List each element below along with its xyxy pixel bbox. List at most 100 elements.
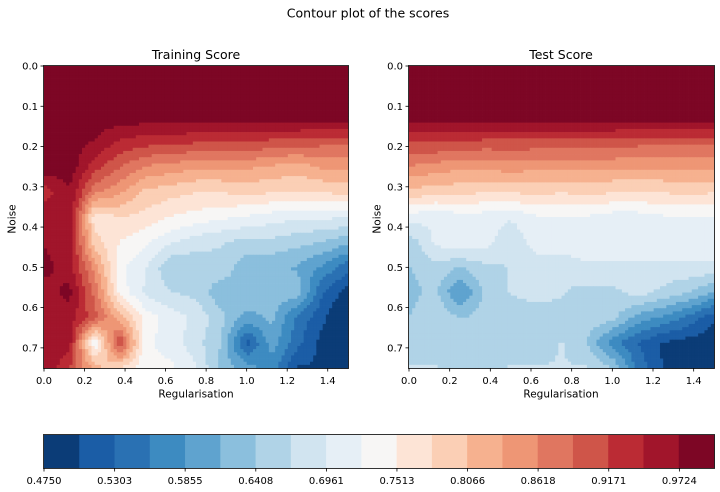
contour-cell [196, 214, 200, 218]
contour-cell [152, 217, 156, 221]
contour-cell [307, 82, 311, 86]
contour-cell [345, 223, 349, 227]
contour-cell [158, 145, 162, 149]
contour-cell [310, 186, 314, 190]
contour-cell [142, 85, 146, 89]
contour-cell [180, 116, 184, 120]
contour-cell [177, 201, 181, 205]
contour-cell [221, 79, 225, 83]
contour-cell [278, 189, 282, 193]
contour-cell [164, 226, 168, 230]
contour-cell [114, 226, 118, 230]
contour-cell [320, 192, 324, 196]
contour-cell [247, 132, 251, 136]
contour-cell [247, 170, 251, 174]
contour-cell [202, 66, 206, 70]
contour-cell [168, 101, 172, 105]
contour-cell [47, 97, 51, 101]
contour-cell [111, 145, 115, 149]
contour-cell [158, 220, 162, 224]
contour-cell [155, 157, 159, 161]
contour-cell [187, 151, 191, 155]
contour-cell [136, 204, 140, 208]
contour-cell [193, 79, 197, 83]
contour-cell [92, 145, 96, 149]
contour-cell [164, 176, 168, 180]
contour-cell [76, 148, 80, 152]
contour-cell [76, 226, 80, 230]
contour-cell [259, 132, 263, 136]
contour-cell [69, 116, 73, 120]
contour-cell [171, 123, 175, 127]
contour-cell [168, 113, 172, 117]
contour-cell [253, 104, 257, 108]
contour-cell [234, 66, 238, 70]
contour-cell [291, 189, 295, 193]
contour-cell [117, 154, 121, 158]
contour-cell [187, 104, 191, 108]
contour-cell [266, 104, 270, 108]
contour-cell [85, 91, 89, 95]
contour-cell [304, 91, 308, 95]
contour-cell [228, 173, 232, 177]
contour-cell [47, 138, 51, 142]
contour-cell [142, 211, 146, 215]
contour-cell [218, 79, 222, 83]
contour-cell [291, 204, 295, 208]
contour-cell [101, 220, 105, 224]
contour-cell [104, 85, 108, 89]
contour-cell [152, 79, 156, 83]
contour-cell [212, 85, 216, 89]
contour-cell [266, 217, 270, 221]
contour-cell [177, 198, 181, 202]
contour-cell [190, 176, 194, 180]
contour-cell [120, 145, 124, 149]
contour-cell [66, 192, 70, 196]
contour-cell [120, 189, 124, 193]
contour-cell [342, 226, 346, 230]
contour-cell [304, 170, 308, 174]
contour-cell [199, 82, 203, 86]
contour-cell [177, 113, 181, 117]
contour-cell [142, 82, 146, 86]
contour-cell [247, 173, 251, 177]
contour-cell [126, 101, 130, 105]
contour-cell [85, 226, 89, 230]
contour-cell [69, 198, 73, 202]
contour-cell [202, 91, 206, 95]
contour-cell [50, 116, 54, 120]
contour-cell [221, 186, 225, 190]
contour-cell [79, 186, 83, 190]
contour-cell [240, 72, 244, 76]
contour-cell [193, 167, 197, 171]
contour-cell [196, 104, 200, 108]
contour-cell [199, 123, 203, 127]
contour-cell [202, 75, 206, 79]
contour-cell [92, 198, 96, 202]
contour-cell [272, 176, 276, 180]
contour-cell [183, 208, 187, 212]
contour-cell [297, 75, 301, 79]
contour-cell [282, 176, 286, 180]
contour-cell [187, 138, 191, 142]
contour-cell [164, 192, 168, 196]
contour-cell [60, 91, 64, 95]
contour-cell [345, 132, 349, 136]
contour-cell [73, 195, 77, 199]
contour-cell [123, 204, 127, 208]
contour-cell [107, 157, 111, 161]
contour-cell [237, 198, 241, 202]
contour-cell [272, 126, 276, 129]
contour-cell [120, 138, 124, 142]
contour-cell [326, 101, 330, 105]
contour-cell [136, 126, 140, 129]
contour-cell [209, 132, 213, 136]
contour-cell [107, 170, 111, 174]
contour-cell [117, 217, 121, 221]
contour-cell [275, 135, 279, 139]
contour-cell [190, 123, 194, 127]
contour-cell [117, 138, 121, 142]
contour-cell [221, 107, 225, 111]
contour-cell [44, 119, 48, 123]
contour-cell [221, 160, 225, 164]
